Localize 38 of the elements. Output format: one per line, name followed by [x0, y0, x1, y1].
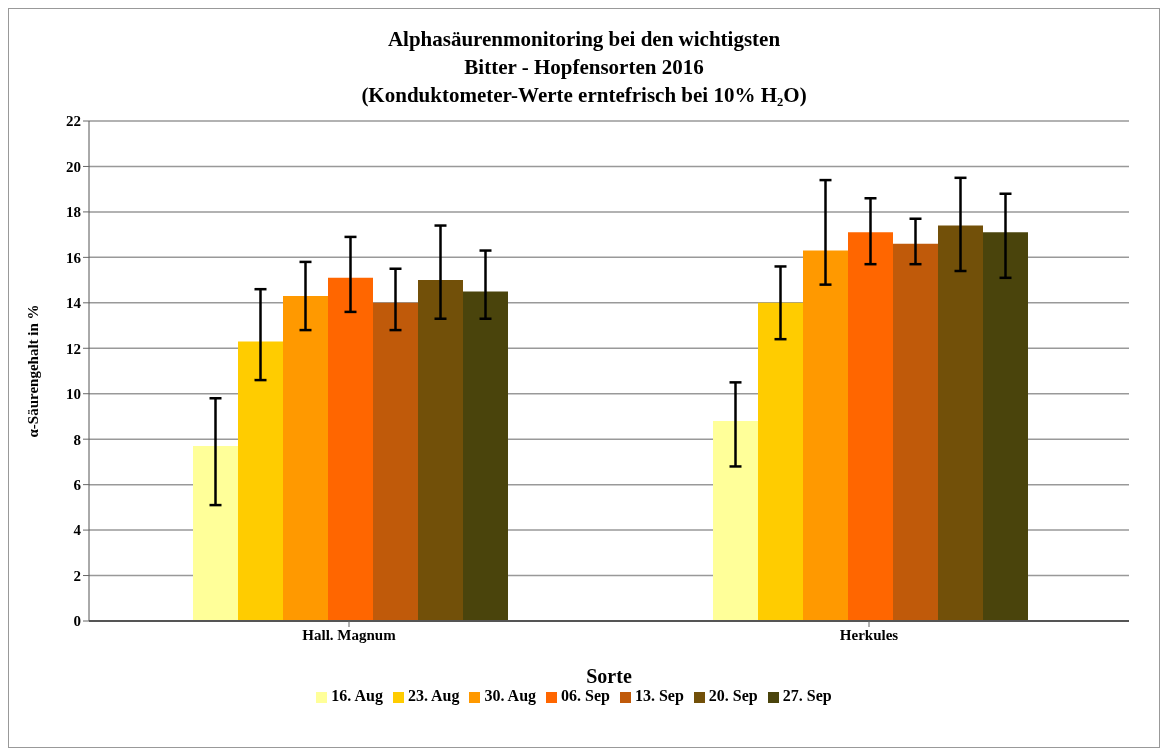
- legend-label: 23. Aug: [407, 687, 460, 704]
- legend-label: 16. Aug: [331, 687, 383, 704]
- bar: [328, 277, 373, 621]
- legend-label: 20. Sep: [708, 687, 758, 704]
- legend-label: 30. Aug: [484, 687, 537, 704]
- bar: [283, 296, 328, 621]
- y-tick-label: 10: [66, 386, 81, 403]
- bar: [463, 291, 508, 621]
- y-tick-label: 14: [66, 295, 82, 312]
- legend-label: 13. Sep: [634, 687, 684, 704]
- chart-title: Alphasäurenmonitoring bei den wichtigsten Bitter - Hopfensorten 2016 (Konduktometer-Werte erntefrisch bei 10% H₂O): [360, 26, 808, 109]
- y-tick-label: 8: [73, 431, 81, 448]
- y-axis-title: α-Säurengehalt in %: [25, 304, 42, 438]
- x-tick-label: Herkules: [839, 626, 899, 643]
- bar: [803, 250, 848, 621]
- bar: [983, 232, 1028, 621]
- bar: [848, 232, 893, 621]
- y-tick-label: 22: [66, 113, 81, 130]
- bar: [938, 225, 983, 621]
- y-tick-label: 12: [66, 340, 81, 357]
- y-tick-label: 6: [73, 476, 82, 493]
- y-tick-label: 16: [66, 249, 82, 266]
- y-tick-label: 0: [73, 613, 81, 630]
- bar: [758, 302, 803, 621]
- bar: [893, 243, 938, 621]
- bar: [238, 341, 283, 621]
- y-tick-label: 18: [66, 204, 81, 221]
- bar: [713, 421, 758, 621]
- x-axis-title: Sorte: [586, 665, 632, 687]
- bar: [418, 280, 463, 621]
- x-tick-label: Hall. Magnum: [302, 626, 397, 643]
- y-tick-label: 4: [73, 522, 82, 539]
- legend-label: 06. Sep: [561, 687, 610, 704]
- bar: [373, 302, 418, 621]
- bar: [193, 446, 238, 621]
- legend-label: 27. Sep: [782, 687, 832, 704]
- y-tick-label: 2: [73, 567, 81, 584]
- y-tick-label: 20: [66, 158, 81, 175]
